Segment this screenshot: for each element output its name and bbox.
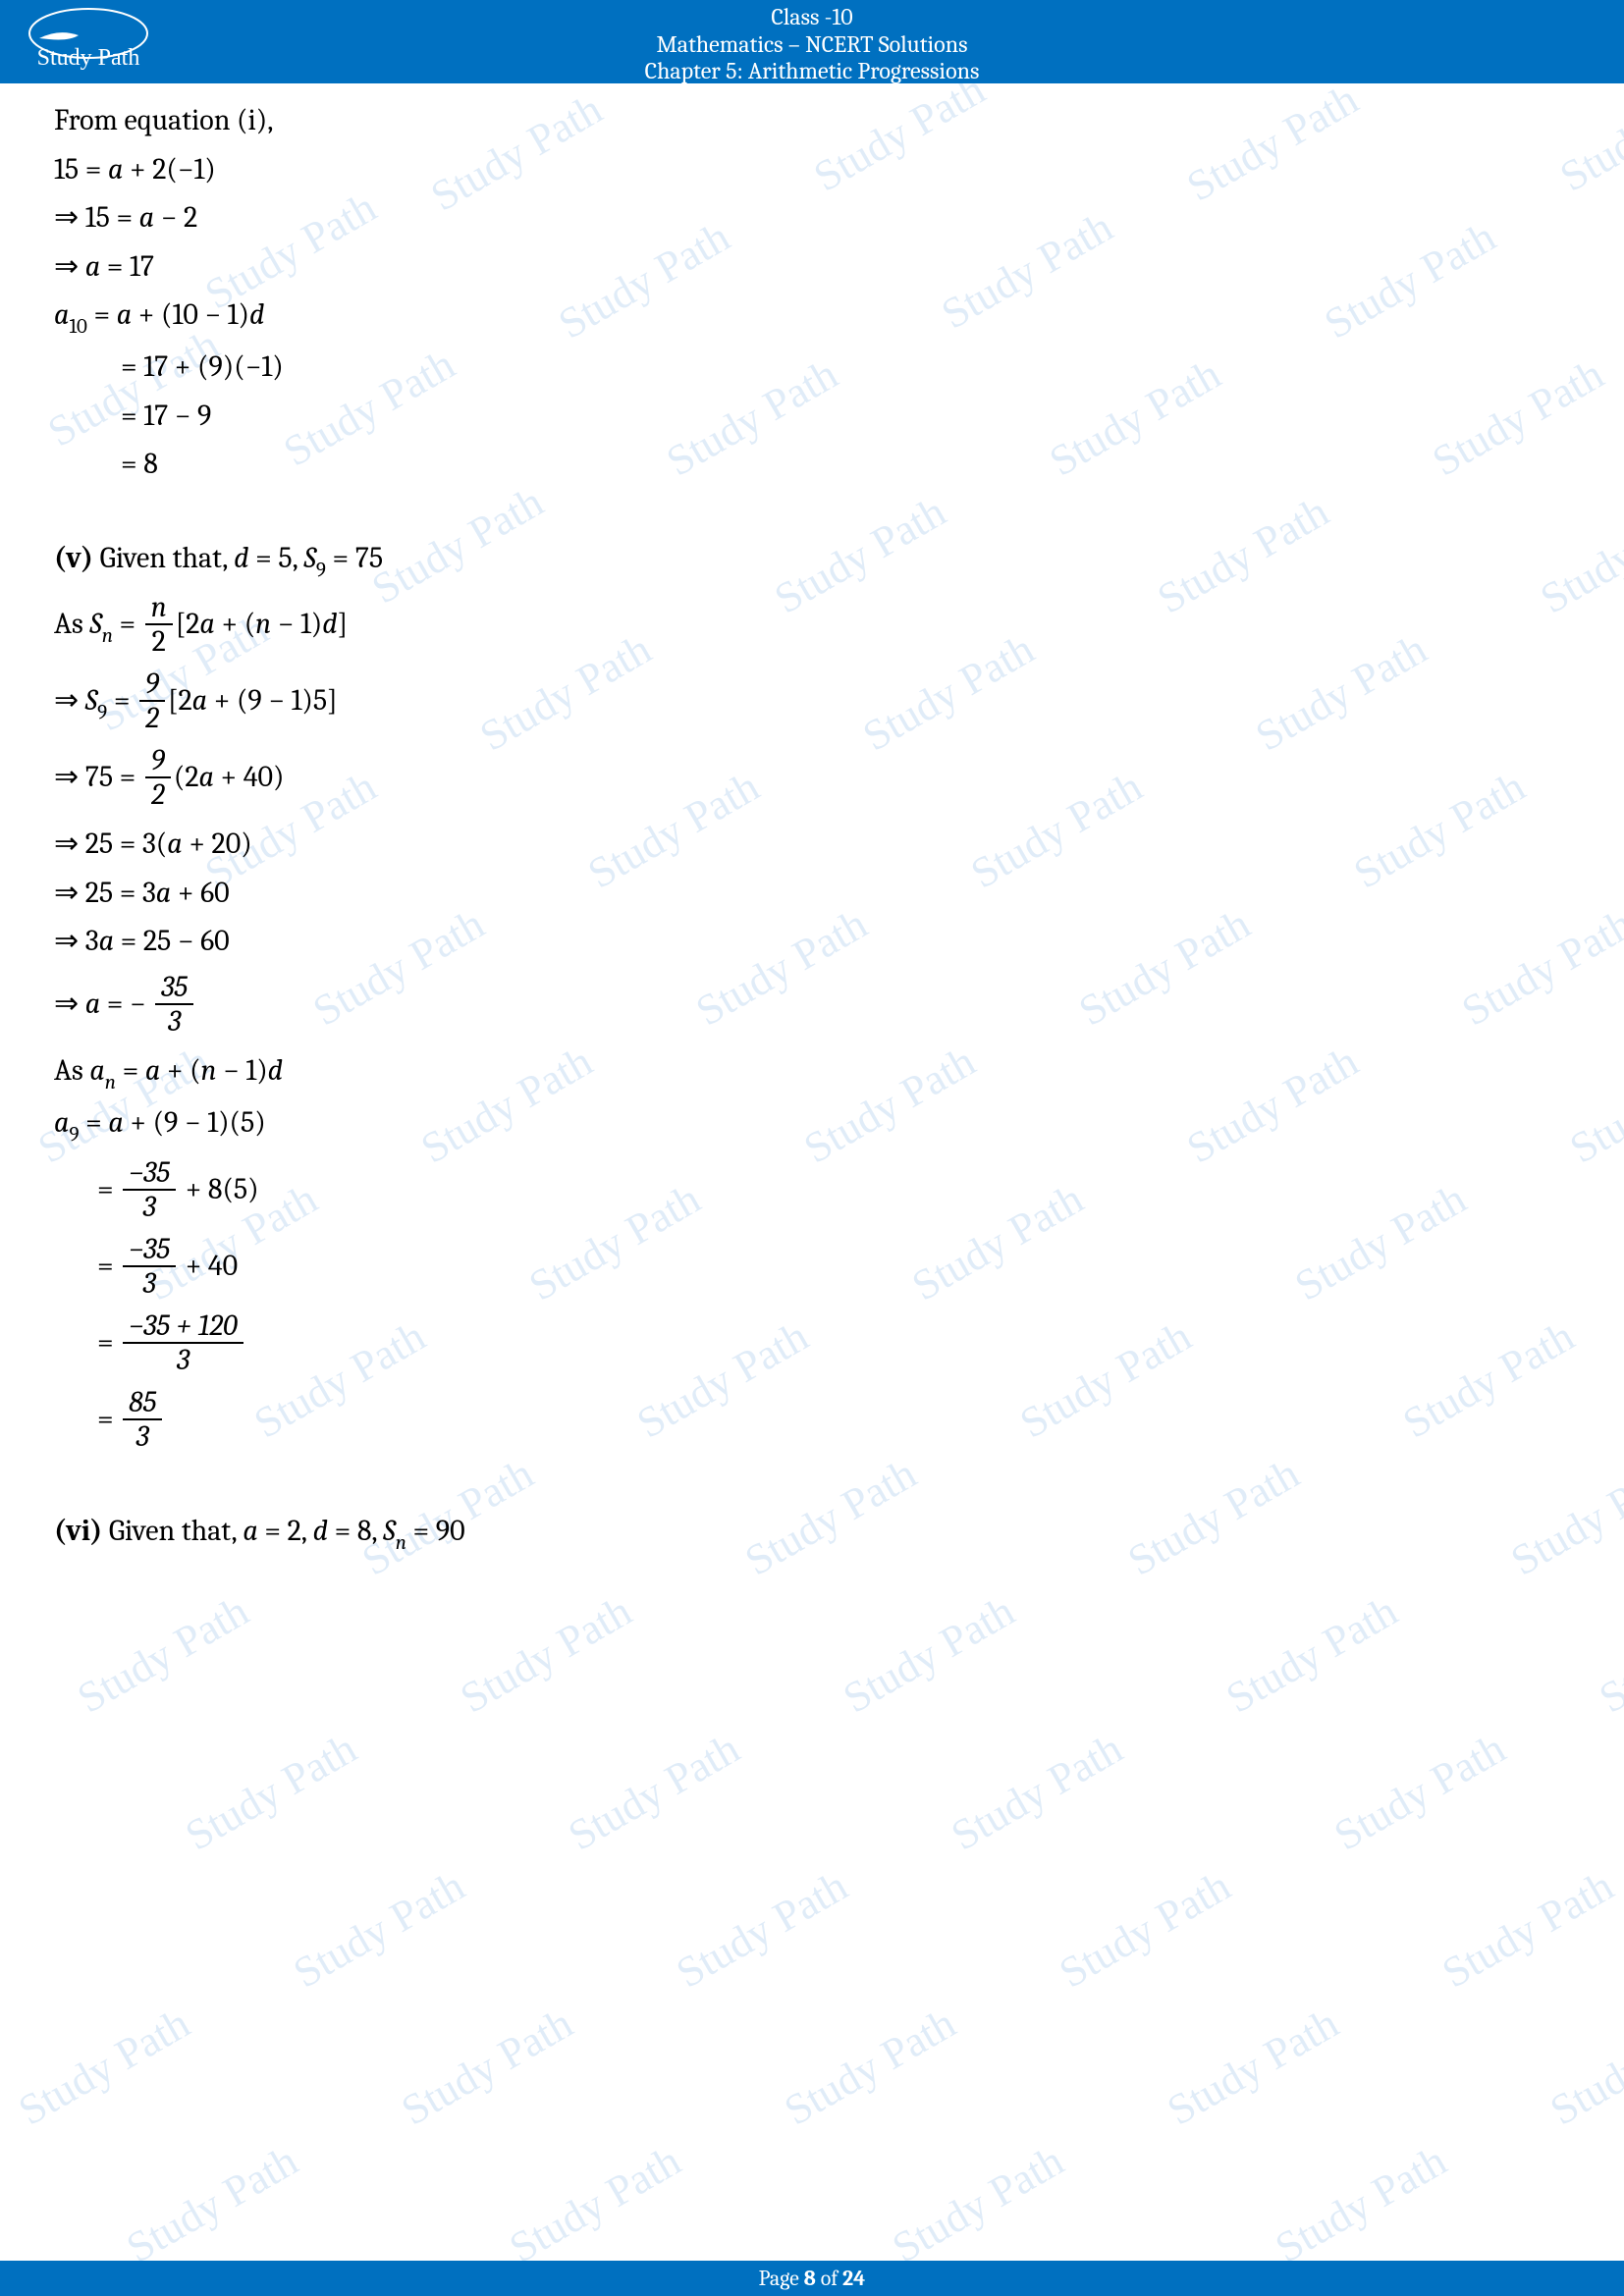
watermark: Study Path [1561, 1036, 1624, 1173]
eq-line: a9 = a + (9 − 1)(5) [54, 1101, 1570, 1148]
eq-line: As Sn = n2[2a + (n − 1)d] [54, 593, 1570, 660]
eq-line: = 853 [54, 1388, 1570, 1455]
watermark: Study Path [118, 2135, 306, 2272]
eq-line: As an = a + (n − 1)d [54, 1049, 1570, 1095]
eq-line: = −353 + 8(5) [54, 1158, 1570, 1225]
eq-line: ⇒ S9 = 92[2a + (9 − 1)5] [54, 669, 1570, 736]
watermark: Study Path [1267, 2135, 1455, 2272]
watermark: Study Path [1051, 1860, 1239, 1998]
header-line-3: Chapter 5: Arithmetic Progressions [0, 58, 1624, 85]
eq-line: ⇒ a = − 353 [54, 973, 1570, 1040]
eq-line: = 8 [54, 443, 1570, 486]
eq-line: a10 = a + (10 − 1)d [54, 294, 1570, 340]
eq-line: ⇒ a = 17 [54, 245, 1570, 289]
watermark: Study Path [884, 2135, 1072, 2272]
footer-prefix: Page [759, 2266, 804, 2291]
watermark: Study Path [1159, 1998, 1347, 2135]
eq-line: ⇒ 15 = a − 2 [54, 196, 1570, 240]
watermark: Study Path [393, 1998, 581, 2135]
watermark: Study Path [668, 1860, 856, 1998]
watermark: Study Path [501, 2135, 689, 2272]
eq-line: 15 = a + 2(−1) [54, 148, 1570, 191]
header-line-2: Mathematics – NCERT Solutions [0, 31, 1624, 59]
watermark: Study Path [1591, 1585, 1624, 1723]
watermark: Study Path [1326, 1723, 1514, 1860]
footer-mid: of [816, 2266, 842, 2291]
part-v-heading: (v) Given that, d = 5, S9 = 75 [54, 537, 1570, 583]
eq-line: ⇒ 25 = 3a + 60 [54, 872, 1570, 915]
watermark: Study Path [177, 1723, 365, 1860]
watermark: Study Path [1542, 1998, 1624, 2135]
eq-line: = 17 + (9)(−1) [54, 346, 1570, 389]
watermark: Study Path [69, 1585, 257, 1723]
svg-text:Study Path: Study Path [37, 45, 140, 71]
page-footer: Page 8 of 24 [0, 2261, 1624, 2296]
text-line: From equation (i), [54, 99, 1570, 142]
watermark: Study Path [943, 1723, 1131, 1860]
part-vi-heading: (vi) Given that, a = 2, d = 8, Sn = 90 [54, 1510, 1570, 1556]
eq-line: ⇒ 3a = 25 − 60 [54, 920, 1570, 963]
eq-line: ⇒ 75 = 92(2a + 40) [54, 746, 1570, 813]
footer-page-number: 8 [804, 2266, 816, 2291]
watermark: Study Path [10, 1998, 198, 2135]
eq-line: = 17 − 9 [54, 395, 1570, 438]
watermark: Study Path [835, 1585, 1023, 1723]
watermark: Study Path [1218, 1585, 1406, 1723]
page-header: Study Path Class -10 Mathematics – NCERT… [0, 0, 1624, 83]
eq-line: = −35 + 1203 [54, 1311, 1570, 1378]
watermark: Study Path [776, 1998, 964, 2135]
footer-total-pages: 24 [842, 2266, 865, 2291]
watermark: Study Path [452, 1585, 640, 1723]
study-path-logo: Study Path [20, 4, 157, 73]
watermark: Study Path [1434, 1860, 1622, 1998]
header-line-1: Class -10 [0, 4, 1624, 31]
eq-line: ⇒ 25 = 3(a + 20) [54, 823, 1570, 866]
watermark: Study Path [560, 1723, 748, 1860]
document-body: From equation (i), 15 = a + 2(−1) ⇒ 15 =… [54, 93, 1570, 1562]
watermark: Study Path [285, 1860, 473, 1998]
eq-line: = −353 + 40 [54, 1235, 1570, 1302]
